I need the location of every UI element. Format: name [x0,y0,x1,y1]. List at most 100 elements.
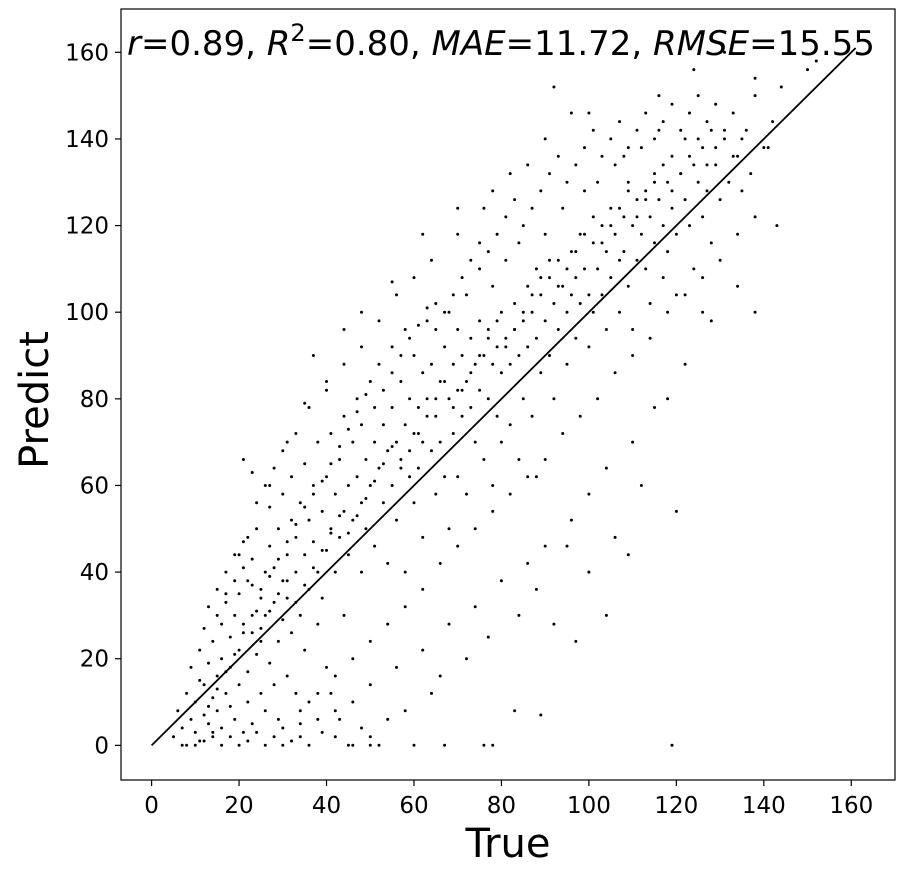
scatter-point [290,631,293,635]
scatter-point [635,215,639,219]
scatter-point [495,319,499,323]
scatter-point [753,76,757,80]
scatter-point [447,310,451,314]
scatter-point [508,492,512,496]
scatter-point [491,284,495,288]
scatter-point [534,475,538,479]
scatter-point [443,743,447,747]
scatter-point [250,557,254,561]
scatter-point [683,362,687,366]
scatter-point [556,328,560,331]
scatter-point [526,284,530,288]
scatter-point [329,691,333,695]
scatter-point [513,709,517,713]
scatter-point [320,548,324,552]
scatter-point [263,613,267,617]
scatter-point [596,180,600,184]
y-tick-label: 140 [65,127,109,153]
scatter-point [486,328,490,331]
scatter-point [565,267,569,271]
scatter-point [421,587,425,591]
scatter-point [338,458,342,461]
scatter-point [552,397,556,401]
scatter-point [530,293,534,297]
scatter-point [679,172,683,176]
scatter-point [364,393,368,396]
scatter-point [281,726,285,730]
x-axis-label: True [465,821,551,867]
y-tick-label: 0 [94,733,109,759]
scatter-point [548,276,551,280]
scatter-point [211,730,215,734]
scatter-point [364,527,368,531]
scatter-point [368,380,372,383]
scatter-point [661,224,665,228]
scatter-point [268,484,272,487]
scatter-point [517,241,521,245]
scatter-point [521,224,525,228]
scatter-point [683,293,687,297]
scatter-point [303,505,307,509]
scatter-point [666,397,670,401]
scatter-point [530,310,534,314]
scatter-point [644,198,648,202]
scatter-point [355,475,359,479]
scatter-point [215,687,219,691]
scatter-point [736,232,740,236]
scatter-point [508,423,512,427]
scatter-point [325,475,328,479]
scatter-point [290,475,293,479]
scatter-point [434,492,438,496]
scatter-point [692,163,696,167]
scatter-point [272,735,276,739]
scatter-point [290,518,293,522]
scatter-point [298,501,302,505]
scatter-point [578,414,582,418]
scatter-point [548,172,551,176]
scatter-point [556,284,560,288]
scatter-point [443,345,447,349]
scatter-point [180,743,184,747]
scatter-point [622,215,626,219]
scatter-point [285,540,289,544]
scatter-point [482,206,486,210]
scatter-point [683,198,687,202]
scatter-point [408,336,412,340]
scatter-point [688,154,691,158]
scatter-point [495,232,499,236]
scatter-point [639,232,643,236]
scatter-point [416,406,420,409]
scatter-point [263,570,267,574]
scatter-point [281,743,285,747]
scatter-point [255,527,259,531]
scatter-point [460,354,464,357]
scatter-point [482,354,486,357]
scatter-point [530,206,534,210]
scatter-point [556,154,560,158]
scatter-point [587,345,591,349]
x-tick-label: 80 [487,793,516,819]
scatter-point [587,570,591,574]
scatter-point [618,310,621,314]
scatter-point [587,492,591,496]
scatter-point [447,622,451,626]
scatter-point [539,713,543,717]
scatter-point [298,722,302,726]
scatter-point [224,592,228,596]
scatter-point [460,414,464,418]
scatter-point [495,345,499,349]
scatter-point [635,258,639,262]
y-tick-label: 20 [80,647,109,673]
scatter-point [434,302,438,305]
scatter-point [583,146,586,150]
scatter-point [609,276,613,280]
scatter-point [255,730,259,734]
scatter-point [674,293,678,297]
scatter-point [360,570,363,574]
scatter-point [298,735,302,739]
annotation-r2-value: =0.80, [306,24,432,64]
scatter-point [631,224,635,228]
scatter-point [346,553,350,557]
scatter-point [268,609,272,613]
scatter-point [618,206,621,210]
